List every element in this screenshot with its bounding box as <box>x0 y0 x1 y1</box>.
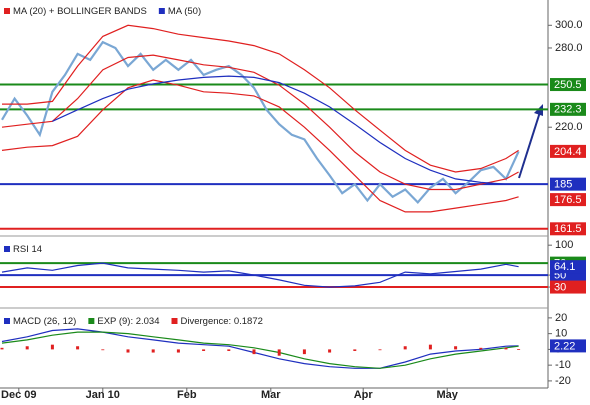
divergence-bar <box>101 349 105 351</box>
divergence-bar <box>353 349 357 351</box>
divergence-bar <box>50 344 54 350</box>
level-box <box>550 102 586 116</box>
y-tick-label: 280.0 <box>555 42 583 54</box>
divergence-bar <box>479 347 483 350</box>
level-box <box>550 144 586 158</box>
divergence-bar <box>302 349 306 355</box>
legend-label: MA (20) + BOLLINGER BANDS <box>13 6 147 17</box>
legend-swatch <box>4 246 10 252</box>
y-tick-label: 10 <box>555 328 567 340</box>
legend-label: MACD (26, 12) <box>13 316 76 327</box>
level-box <box>550 339 586 353</box>
divergence-bar <box>76 346 80 350</box>
x-tick-label: Apr <box>354 389 374 400</box>
series-line <box>1 331 519 369</box>
level-label: 161.5 <box>554 223 582 235</box>
level-label: 204.4 <box>554 146 582 158</box>
level-label: 30 <box>554 281 566 293</box>
series-line <box>1 79 519 213</box>
divergence-bar <box>403 346 407 350</box>
series-line <box>1 262 519 288</box>
level-label: 176.5 <box>554 194 582 206</box>
level-box <box>550 260 586 274</box>
series-line <box>2 24 519 173</box>
legend-label: RSI 14 <box>13 244 42 255</box>
divergence-bar <box>227 349 231 351</box>
legend-swatch <box>171 318 178 324</box>
legend-label: Divergence: 0.1872 <box>181 316 263 327</box>
y-tick-label: 300.0 <box>555 19 583 31</box>
legend-swatch <box>4 318 10 324</box>
x-tick-label: Jan 10 <box>86 389 120 400</box>
legend-swatch <box>88 318 95 324</box>
series-line <box>1 328 519 369</box>
level-box <box>550 193 586 207</box>
plot-background <box>0 0 548 400</box>
divergence-bar <box>454 346 458 350</box>
divergence-bar <box>252 349 256 355</box>
level-label: 250.5 <box>554 79 582 91</box>
legend-label: EXP (9): 2.034 <box>97 316 159 327</box>
x-tick-label: Dec 09 <box>1 389 36 400</box>
divergence-bar <box>151 349 155 353</box>
y-tick-label: 220.0 <box>555 121 583 133</box>
level-label: 232.3 <box>554 104 582 116</box>
legend-swatch <box>158 8 165 14</box>
level-label: 64.1 <box>554 261 575 273</box>
level-box <box>550 280 586 294</box>
series-line <box>1 54 519 191</box>
series-line <box>52 75 519 185</box>
divergence-bar <box>126 349 130 353</box>
divergence-bar <box>504 347 508 350</box>
arrow <box>518 111 541 179</box>
divergence-bar <box>25 346 29 350</box>
divergence-bar <box>378 349 382 351</box>
x-tick-label: Feb <box>177 389 197 400</box>
divergence-bar <box>517 349 521 350</box>
legend-label: MA (50) <box>168 6 201 17</box>
x-tick-label: May <box>436 389 458 400</box>
level-label: 185 <box>554 179 572 191</box>
x-tick-label: Mar <box>261 389 281 400</box>
y-tick-label: -10 <box>555 359 571 371</box>
y-tick-label: 100 <box>555 239 573 251</box>
level-box <box>550 177 586 191</box>
level-label: 2.22 <box>554 340 575 352</box>
y-tick-label: -20 <box>555 375 571 387</box>
legend-swatch <box>4 8 10 14</box>
divergence-bar <box>176 349 180 353</box>
y-tick-label: 20 <box>555 312 567 324</box>
divergence-bar <box>202 349 206 351</box>
divergence-bar <box>328 349 332 353</box>
level-box <box>550 78 586 92</box>
divergence-bar <box>428 344 432 350</box>
divergence-bar <box>0 347 4 350</box>
divergence-bar <box>277 349 281 356</box>
level-box <box>550 222 586 236</box>
